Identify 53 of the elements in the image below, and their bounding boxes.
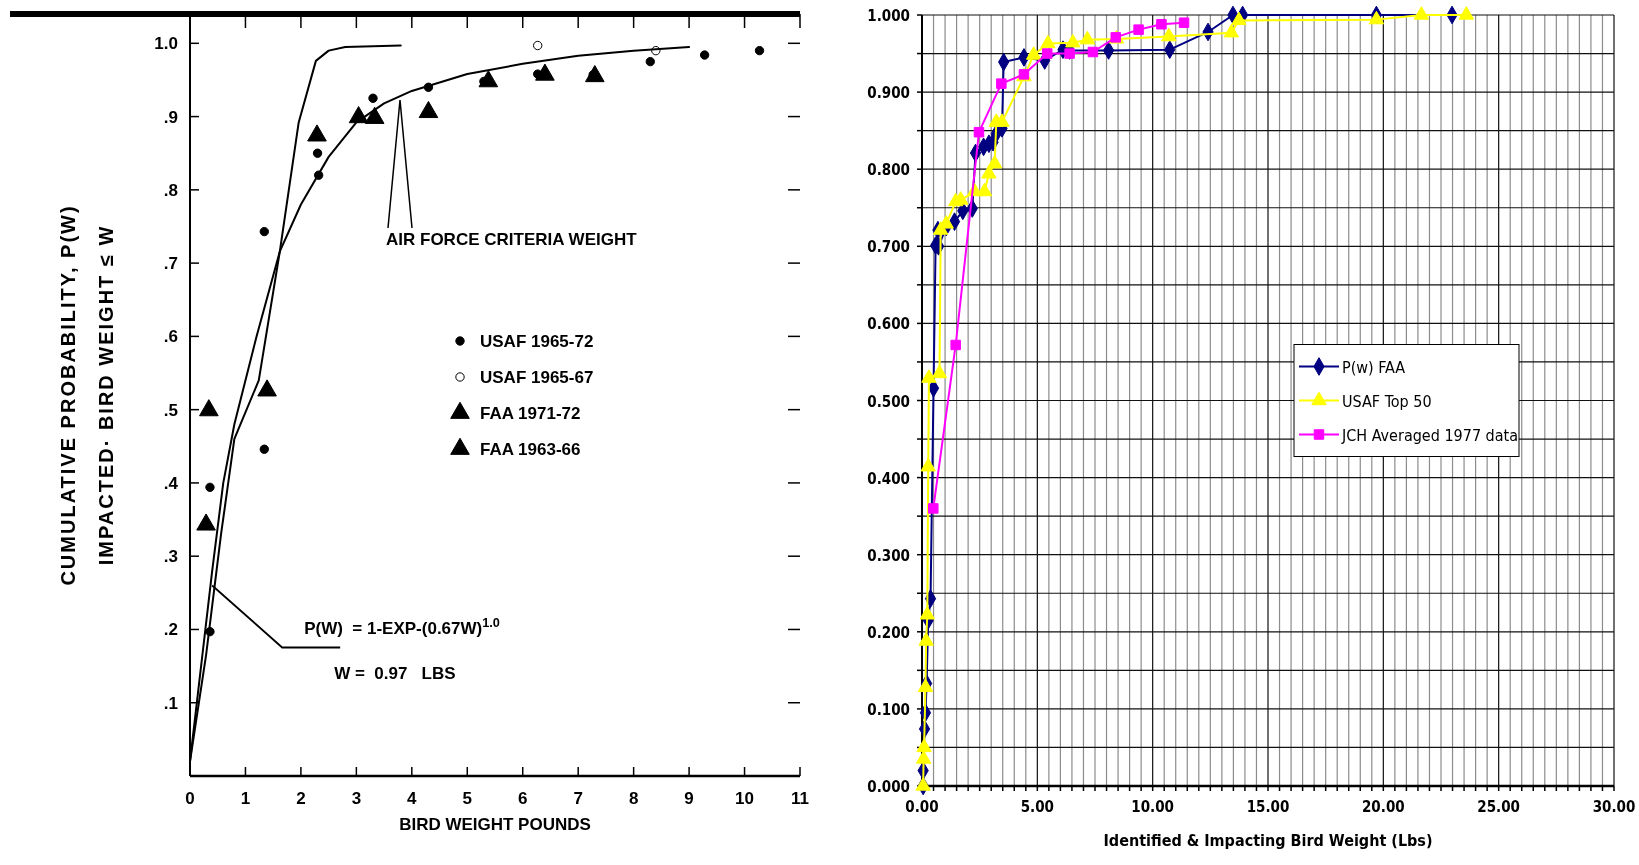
y-tick-label: 1.000 xyxy=(867,7,910,25)
y-tick-label: .1 xyxy=(163,693,178,713)
y-tick-label: 0.600 xyxy=(867,315,910,334)
legend-label: JCH Averaged 1977 data xyxy=(1341,425,1519,445)
x-tick-label: 10.00 xyxy=(1131,798,1175,816)
x-tick-label: 10 xyxy=(735,789,755,808)
x-tick-label: 5 xyxy=(462,789,473,808)
x-tick-label: 9 xyxy=(684,789,694,808)
x-tick-label: 7 xyxy=(573,789,583,808)
x-axis-title: Identified & Impacting Bird Weight (Lbs) xyxy=(1103,831,1433,850)
x-tick-label: 30.00 xyxy=(1592,798,1636,816)
x-tick-label: 20.00 xyxy=(1361,798,1405,816)
y-tick-label: 0.800 xyxy=(867,161,910,180)
annotation: P(W) = 1-EXP-(0.67W)$^{1.0}$ xyxy=(304,614,500,638)
x-tick-label: 11 xyxy=(791,789,809,808)
y-tick-label: 0.900 xyxy=(867,84,910,103)
legend-label: USAF Top 50 xyxy=(1342,391,1432,411)
legend-label: P(w) FAA xyxy=(1342,357,1406,377)
x-tick-label: 0 xyxy=(185,789,195,808)
legend-label: FAA 1963-66 xyxy=(480,440,581,459)
x-tick-label: 3 xyxy=(351,789,362,808)
y-tick-label: 0.700 xyxy=(867,238,910,257)
y-axis-title: CUMULATIVE PROBABILITY, P(W) IMPACTED· BIRD WEIGHT ≤ W xyxy=(57,204,117,586)
x-tick-label: 1 xyxy=(240,789,251,808)
y-tick-label: 0.500 xyxy=(867,392,910,411)
x-axis-title: BIRD WEIGHT POUNDS xyxy=(399,815,591,834)
y-tick-label: .2 xyxy=(163,620,178,640)
x-tick-label: 4 xyxy=(407,789,418,808)
x-tick-label: 0.00 xyxy=(905,798,939,816)
y-tick-label: 1.0 xyxy=(154,34,178,54)
y-tick-label: .4 xyxy=(163,473,179,493)
y-tick-label: .9 xyxy=(163,107,178,127)
y-tick-label: 0.000 xyxy=(867,778,910,796)
y-tick-label: .6 xyxy=(163,327,178,347)
legend-label: USAF 1965-72 xyxy=(480,332,594,351)
y-tick-label: .8 xyxy=(163,180,178,200)
y-tick-label: 0.100 xyxy=(867,700,910,719)
y-tick-label: 0.200 xyxy=(867,623,910,642)
y-tick-label: 0.300 xyxy=(867,546,910,565)
x-tick-label: 25.00 xyxy=(1477,798,1521,816)
x-tick-label: 15.00 xyxy=(1246,798,1290,816)
y-tick-label: .7 xyxy=(163,254,178,274)
annotation: W = 0.97 LBS xyxy=(334,663,456,683)
x-tick-label: 6 xyxy=(517,789,528,808)
annotation: AIR FORCE CRITERIA WEIGHT xyxy=(386,230,638,249)
x-tick-label: 2 xyxy=(296,789,306,808)
legend-label: FAA 1971-72 xyxy=(480,404,581,423)
y-tick-label: .5 xyxy=(163,400,178,420)
y-tick-label: 0.400 xyxy=(867,469,910,488)
x-tick-label: 8 xyxy=(628,789,639,808)
y-tick-label: .3 xyxy=(163,547,178,567)
x-tick-label: 5.00 xyxy=(1020,798,1054,816)
legend-label: USAF 1965-67 xyxy=(480,368,594,387)
